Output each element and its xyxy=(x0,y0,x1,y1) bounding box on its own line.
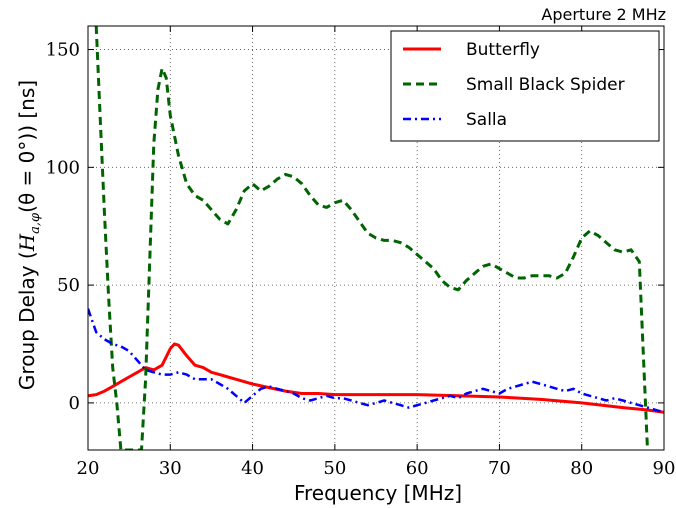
y-tick-label: 0 xyxy=(69,393,80,414)
legend: Butterfly Small Black Spider Salla xyxy=(390,30,660,142)
series-layer xyxy=(88,26,664,450)
legend-label-salla: Salla xyxy=(466,110,507,130)
series-line-butterfly xyxy=(88,342,664,414)
y-axis-title-prefix: Group Delay ( xyxy=(15,251,39,390)
x-axis-title: Frequency [MHz] xyxy=(294,481,462,505)
x-tick-label: 20 xyxy=(77,458,100,479)
grid xyxy=(88,26,664,450)
chart-title: Aperture 2 MHz xyxy=(541,5,666,24)
y-axis-title-subscript: a,φ xyxy=(28,212,43,234)
x-tick-label: 30 xyxy=(159,458,182,479)
legend-label-butterfly: Butterfly xyxy=(466,40,540,60)
y-tick-label: 150 xyxy=(46,40,80,61)
legend-label-spider: Small Black Spider xyxy=(466,75,625,95)
y-axis-title-math: H xyxy=(15,233,39,252)
x-tick-label: 50 xyxy=(323,458,346,479)
y-axis-title: Group Delay (Ha,φ(θ = 0°)) [ns] xyxy=(15,80,43,390)
x-tick-label: 60 xyxy=(406,458,429,479)
x-tick-label: 90 xyxy=(653,458,676,479)
series-line-spider xyxy=(94,26,649,450)
x-tick-label: 80 xyxy=(570,458,593,479)
y-axis-title-argument: (θ = 0°)) [ns] xyxy=(15,80,39,213)
plot-frame xyxy=(87,25,665,451)
y-tick-label: 50 xyxy=(57,275,80,296)
x-tick-label: 70 xyxy=(488,458,511,479)
x-tick-label: 40 xyxy=(241,458,264,479)
series-line-salla xyxy=(88,308,664,414)
ticks: 20 30 40 50 60 70 80 90 0 50 100 150 xyxy=(46,26,676,479)
y-tick-label: 100 xyxy=(46,157,80,178)
